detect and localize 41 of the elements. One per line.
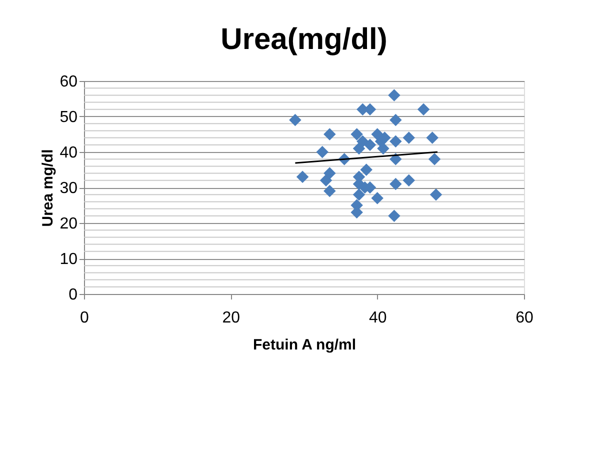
point (352, 188, 366, 201)
point (402, 174, 415, 187)
point (364, 138, 376, 152)
point (350, 128, 363, 140)
point (388, 210, 400, 222)
y-axis-title: Urea mg/dl (40, 149, 57, 227)
point (324, 128, 336, 140)
x-tick-label: 20 (222, 310, 240, 326)
point (390, 152, 402, 166)
y-tick-label: 50 (60, 109, 78, 126)
point (426, 132, 438, 144)
point (417, 103, 430, 116)
y-tick-label: 40 (60, 144, 78, 162)
point (360, 164, 372, 176)
point (377, 142, 390, 155)
x-tick-label: 60 (516, 310, 534, 326)
x-tick-label: 40 (368, 310, 387, 326)
point (428, 152, 441, 166)
point (296, 170, 309, 183)
point (324, 167, 336, 180)
y-tick-label: 20 (60, 216, 78, 232)
y-tick-label: 10 (60, 251, 78, 268)
point (352, 142, 366, 155)
point (356, 135, 369, 148)
point (316, 146, 328, 158)
point (371, 192, 384, 204)
x-tick-label: 0 (80, 310, 90, 326)
x-axis-title: Fetuin A ng/ml (252, 336, 356, 354)
chart-title: Urea(mg/dl) (220, 23, 388, 56)
point (390, 114, 402, 126)
y-tick-label: 60 (60, 74, 78, 90)
point (289, 114, 302, 126)
point (388, 89, 400, 102)
point (320, 174, 332, 187)
point (402, 132, 415, 144)
point (430, 188, 442, 201)
point (390, 135, 402, 148)
y-tick-label: 0 (68, 286, 78, 304)
point (324, 184, 336, 198)
point (390, 178, 402, 190)
y-tick-label: 30 (60, 180, 78, 197)
